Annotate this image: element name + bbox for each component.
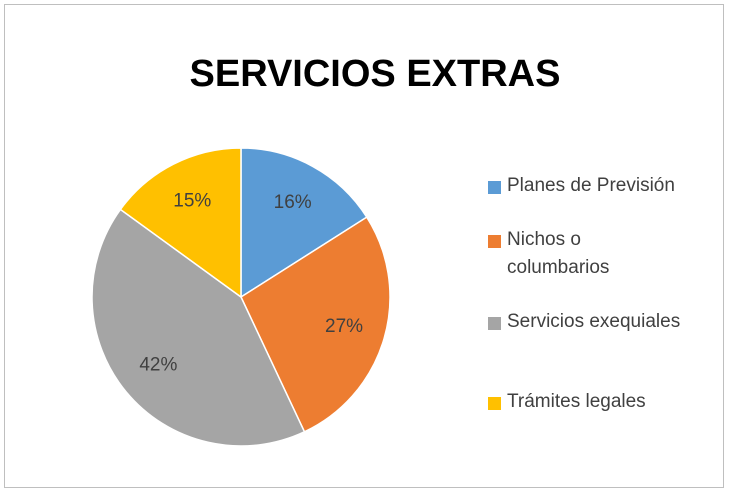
legend-swatch [488, 397, 501, 410]
legend-item: Planes de Previsión [488, 175, 720, 200]
pie-slice [119, 147, 242, 299]
pie-slice [91, 208, 306, 447]
data-label: 15% [173, 190, 211, 211]
chart-frame [4, 4, 724, 488]
pie-slice [240, 147, 368, 299]
legend-label: Servicios exequiales [507, 311, 681, 332]
legend-swatch [488, 181, 501, 194]
legend-item: Nichos o columbarios [488, 229, 720, 282]
legend-item: Trámites legales [488, 391, 720, 416]
legend-label: Trámites legales [507, 391, 646, 412]
legend-swatch [488, 235, 501, 248]
legend-label: Planes de Previsión [507, 175, 675, 196]
data-label: 27% [325, 316, 363, 337]
legend-item: Servicios exequiales [488, 311, 720, 336]
data-label: 42% [139, 354, 177, 375]
chart-title: SERVICIOS EXTRAS [190, 53, 561, 95]
legend-label: Nichos o columbarios [507, 229, 610, 278]
data-label: 16% [274, 192, 312, 213]
legend-swatch [488, 317, 501, 330]
pie-slice [240, 216, 391, 433]
